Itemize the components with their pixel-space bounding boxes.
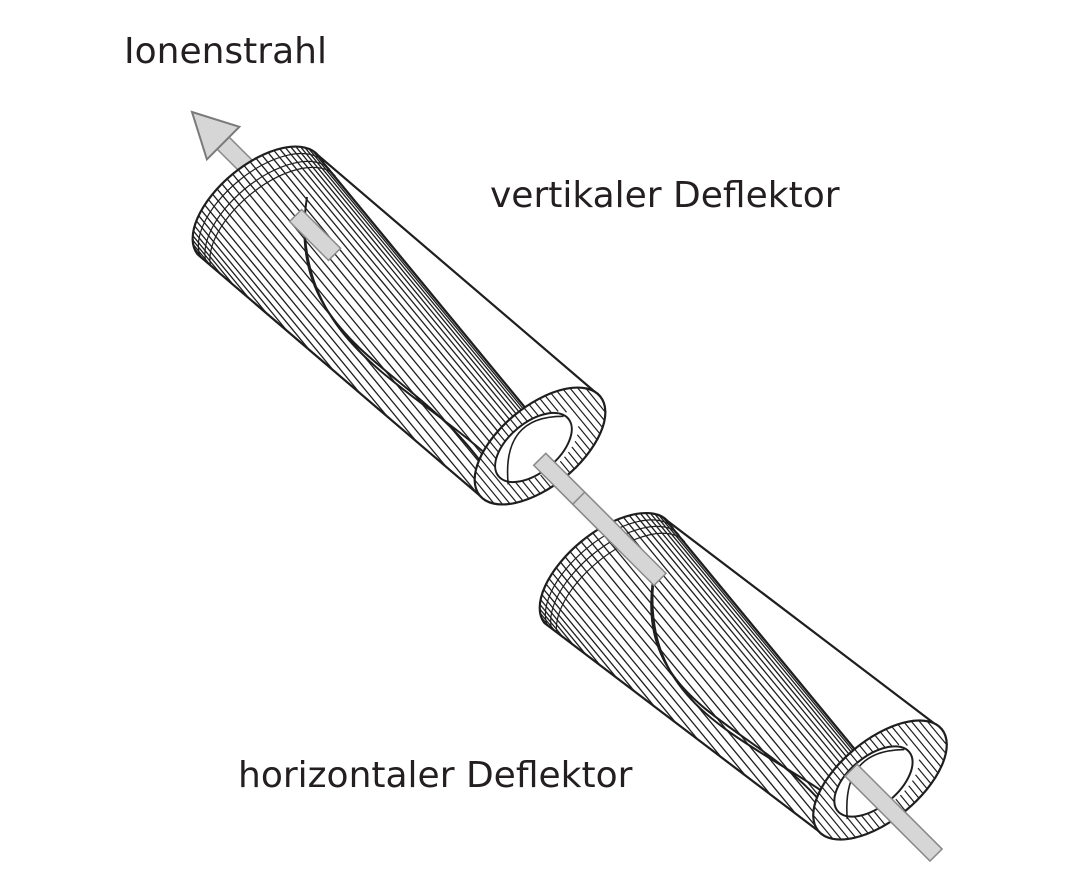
face-hatch-line: [528, 404, 540, 418]
face-hatch-line: [528, 479, 541, 494]
face-hatch-line: [550, 392, 567, 413]
face-hatch-line: [476, 464, 511, 505]
face-hatch-line: [521, 480, 536, 497]
hatch-ring: [209, 166, 336, 276]
face-hatch-line: [918, 759, 936, 779]
face-hatch-line: [899, 794, 911, 808]
face-hatch-line: [540, 474, 552, 488]
horizontal-deflector-face-hatching: [812, 720, 948, 840]
hatch-line: [299, 146, 560, 462]
face-hatch-line: [873, 811, 886, 826]
hatch-ring: [204, 160, 331, 269]
face-hatch-line: [897, 724, 939, 774]
face-hatch-line: [891, 726, 908, 746]
hatch-ring: [197, 152, 325, 262]
ion-beam-label: Ionenstrahl: [124, 31, 327, 72]
face-hatch-line: [534, 477, 547, 491]
face-hatch-line: [903, 722, 942, 768]
face-hatch-line: [544, 395, 559, 412]
face-hatch-line: [911, 780, 924, 795]
ion-beam-exit-segment: [844, 763, 944, 863]
hatch-ring: [544, 519, 674, 631]
face-hatch-line: [908, 785, 920, 799]
face-hatch-line: [910, 720, 945, 761]
face-hatch-line: [915, 774, 928, 790]
horizontal-deflector-label: horizontaler Deflektor: [238, 755, 633, 796]
face-hatch-line: [926, 720, 948, 746]
face-hatch-line: [812, 814, 834, 840]
face-hatch-line: [567, 451, 580, 465]
face-hatch-line: [895, 798, 906, 812]
horizontal-deflector-outline: [538, 511, 943, 832]
vertical-deflector-bore-arc: [506, 415, 564, 485]
vertical-deflector-plate-gap: [303, 196, 508, 484]
hatch-ring: [550, 525, 680, 638]
hatch-line: [311, 150, 559, 449]
face-hatch-line: [556, 390, 598, 441]
face-hatch-line: [559, 460, 571, 474]
face-hatch-line: [860, 814, 875, 832]
hatch-ring: [555, 532, 686, 645]
face-hatch-line: [813, 806, 842, 840]
ion-beam-bore-segment: [532, 452, 586, 506]
face-hatch-line: [815, 799, 850, 840]
face-hatch-line: [475, 471, 504, 505]
ion-beam-visible-segments: [288, 208, 944, 863]
face-hatch-line: [569, 387, 604, 428]
hatch-line: [304, 147, 560, 457]
hatch-line: [315, 152, 557, 446]
face-hatch-line: [577, 426, 595, 446]
ion-beam-entry-segment: [288, 208, 342, 262]
face-hatch-line: [479, 457, 518, 503]
hatch-line: [237, 169, 526, 505]
hatch-line: [226, 178, 515, 505]
face-hatch-line: [869, 737, 881, 752]
face-hatch-line: [904, 790, 916, 804]
face-hatch-line: [571, 446, 584, 461]
face-hatch-line: [874, 734, 887, 749]
hatch-line: [661, 515, 891, 794]
face-hatch-line: [564, 456, 575, 470]
face-hatch-line: [585, 387, 606, 413]
face-hatch-line: [852, 814, 869, 834]
hatch-line: [308, 148, 560, 453]
hatch-line: [664, 518, 890, 791]
face-hatch-line: [918, 720, 947, 754]
vertical-deflector-label: vertikaler Deflektor: [490, 175, 840, 216]
face-hatch-line: [533, 401, 546, 415]
face-hatch-line: [576, 387, 605, 421]
face-hatch-line: [539, 398, 552, 413]
hatch-line: [295, 146, 560, 466]
hatch-line: [585, 536, 857, 839]
face-hatch-line: [474, 479, 495, 505]
face-hatch-line: [576, 434, 591, 451]
hatch-line: [580, 540, 851, 839]
horizontal-deflector-plate-gap: [650, 563, 847, 819]
face-hatch-line: [574, 440, 588, 456]
vertical-deflector-outline: [191, 145, 601, 497]
hatch-line: [232, 173, 520, 505]
face-hatch-line: [867, 813, 881, 829]
ion-beam-arrowhead: [190, 110, 242, 162]
face-hatch-line: [879, 731, 893, 747]
face-hatch-line: [562, 389, 601, 435]
face-hatch-line: [885, 728, 900, 746]
vertical-deflector-body: [192, 146, 606, 505]
face-hatch-line: [818, 792, 857, 838]
face-hatch-line: [917, 767, 932, 785]
